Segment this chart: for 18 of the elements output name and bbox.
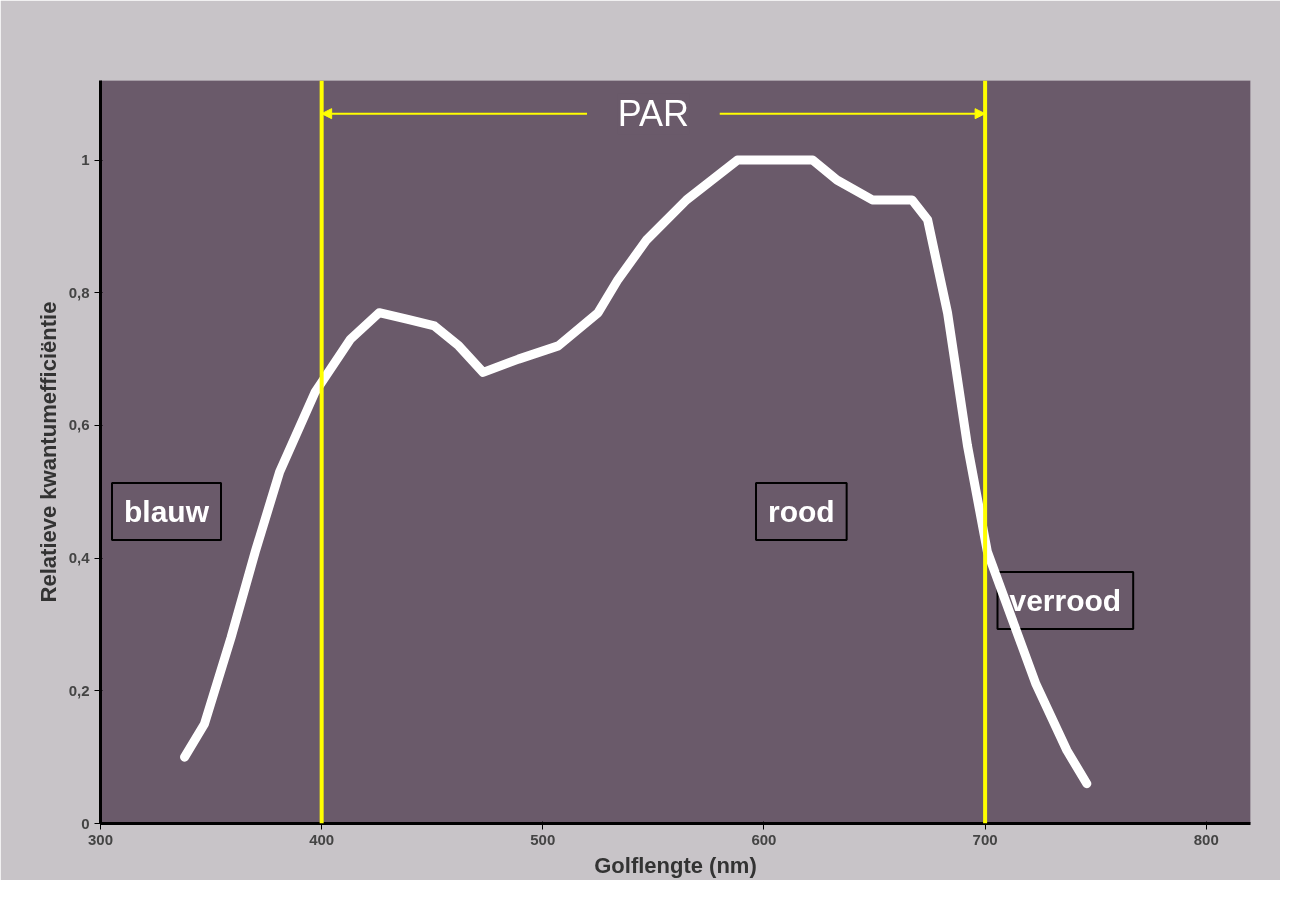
annotation: PAR — [617, 93, 690, 135]
annotation: rood — [768, 494, 835, 528]
x-tick-label: 600 — [751, 830, 777, 848]
x-tick-label: 500 — [530, 830, 556, 848]
x-tick-label: 300 — [87, 830, 114, 848]
y-tick-label: 0,6 — [68, 416, 90, 434]
y-tick-label: 0,4 — [68, 549, 91, 567]
y-tick-label: 1 — [81, 151, 90, 169]
y-axis-title: Relatieve kwantumefficiëntie — [35, 301, 61, 603]
x-axis-title: Golflengte (nm) — [594, 852, 757, 878]
annotation: verrood — [1009, 584, 1122, 618]
x-tick-label: 700 — [972, 830, 998, 848]
y-tick-label: 0,2 — [68, 681, 90, 699]
x-tick-label: 800 — [1193, 830, 1219, 848]
x-tick-label: 400 — [309, 830, 335, 848]
y-tick-label: 0,8 — [68, 283, 90, 301]
annotation: blauw — [124, 494, 210, 528]
y-tick-label: 0 — [81, 814, 90, 832]
